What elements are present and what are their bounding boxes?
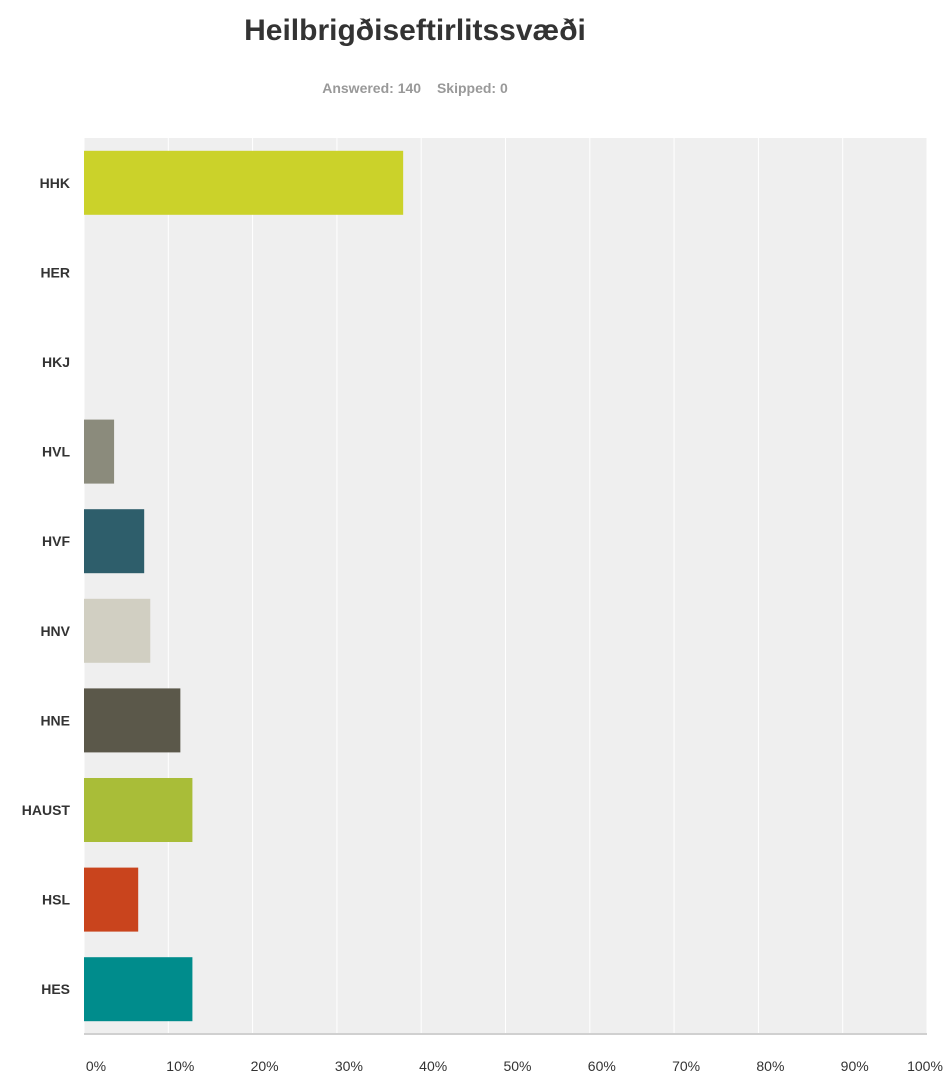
- category-label: HVF: [42, 533, 70, 549]
- category-label: HNE: [40, 712, 70, 728]
- bar-hes: [84, 957, 193, 1022]
- category-label: HER: [40, 264, 70, 280]
- x-tick-label: 90%: [841, 1058, 869, 1074]
- x-tick-label: 0%: [86, 1058, 106, 1074]
- bar-hne: [84, 688, 181, 753]
- category-label: HKJ: [42, 354, 70, 370]
- x-tick-label: 60%: [588, 1058, 616, 1074]
- x-tick-label: 30%: [335, 1058, 363, 1074]
- bar-hsl: [84, 867, 139, 932]
- response-stats: Answered: 140 Skipped: 0: [0, 80, 830, 96]
- bar-hvl: [84, 419, 115, 484]
- x-tick-label: 20%: [251, 1058, 279, 1074]
- category-label: HES: [41, 981, 70, 997]
- x-tick-label: 50%: [503, 1058, 531, 1074]
- answered-count: Answered: 140: [322, 80, 422, 96]
- category-label: HAUST: [22, 802, 71, 818]
- category-label: HNV: [40, 623, 70, 639]
- bar-hvf: [84, 509, 145, 574]
- chart-title: Heilbrigðiseftirlitssvæði: [244, 14, 586, 47]
- x-tick-label: 80%: [756, 1058, 784, 1074]
- skipped-count: Skipped: 0: [436, 80, 508, 96]
- category-label: HHK: [40, 175, 70, 191]
- category-label: HSL: [42, 892, 70, 908]
- x-tick-label: 10%: [166, 1058, 194, 1074]
- bar-hnv: [84, 598, 151, 663]
- category-label: HVL: [42, 444, 70, 460]
- bar-hhk: [84, 150, 404, 215]
- x-tick-label: 70%: [672, 1058, 700, 1074]
- bar-haust: [84, 778, 193, 842]
- x-tick-label: 100%: [907, 1058, 943, 1074]
- x-tick-label: 40%: [419, 1058, 447, 1074]
